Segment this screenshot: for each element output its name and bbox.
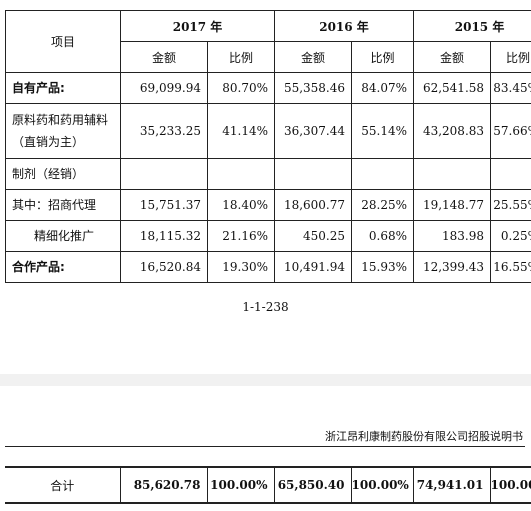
cell-value: 43,208.83 (413, 103, 492, 159)
item-header: 项目 (5, 10, 121, 73)
cell-value (120, 158, 208, 190)
total-value: 100.00% (489, 466, 531, 504)
row-label: 其中：招商代理 (5, 189, 121, 221)
year-header-2015: 2015 年 (413, 10, 531, 42)
cell-value: 0.25% (490, 220, 531, 252)
cell-value (490, 158, 531, 190)
table-row: 精细化推广 18,115.32 21.16% 450.25 0.68% 183.… (5, 220, 531, 252)
cell-value: 15,751.37 (120, 189, 208, 221)
cell-value: 183.98 (413, 220, 492, 252)
total-label: 合计 (5, 466, 121, 504)
table-row: 自有产品: 69,099.94 80.70% 55,358.46 84.07% … (5, 72, 531, 104)
cell-value: 84.07% (351, 72, 415, 104)
cell-value: 450.25 (274, 220, 353, 252)
cell-value: 57.66% (490, 103, 531, 159)
row-label: 精细化推广 (5, 220, 121, 252)
cell-value: 16.55% (490, 251, 531, 283)
cell-value: 62,541.58 (413, 72, 492, 104)
amount-header: 金额 (413, 41, 492, 73)
ratio-header: 比例 (206, 41, 276, 73)
cell-value: 12,399.43 (413, 251, 492, 283)
document-title: 浙江昂利康制药股份有限公司招股说明书 (325, 430, 523, 443)
total-value: 100.00% (206, 466, 275, 504)
total-row: 合计 85,620.78 100.00% 65,850.40 100.00% 7… (5, 466, 531, 504)
cell-value: 55,358.46 (274, 72, 353, 104)
cell-value: 36,307.44 (274, 103, 353, 159)
header-row-sub: 金额 比例 金额 比例 金额 比例 (6, 41, 531, 73)
cell-value: 55.14% (351, 103, 415, 159)
cell-value: 18.40% (206, 189, 276, 221)
row-label: 自有产品: (5, 72, 121, 104)
total-value: 85,620.78 (119, 466, 208, 504)
row-label: 制剂（经销） (5, 158, 121, 190)
cell-value: 19.30% (206, 251, 276, 283)
ratio-header: 比例 (351, 41, 415, 73)
total-table: 合计 85,620.78 100.00% 65,850.40 100.00% 7… (5, 466, 531, 504)
year-header-2017: 2017 年 (119, 10, 276, 42)
cell-value: 69,099.94 (120, 72, 208, 104)
table-row: 原料药和药用辅料（直销为主） 35,233.25 41.14% 36,307.4… (5, 103, 531, 159)
table-row: 合作产品: 16,520.84 19.30% 10,491.94 15.93% … (5, 251, 531, 283)
revenue-table: 项目 2017 年 2016 年 2015 年 金额 比例 金额 比例 金额 比… (5, 10, 531, 283)
cell-value: 15.93% (351, 251, 415, 283)
page-number: 1-1-238 (242, 300, 289, 314)
row-label: 合作产品: (5, 251, 121, 283)
cell-value (351, 158, 415, 190)
cell-value: 28.25% (351, 189, 415, 221)
total-value: 100.00% (350, 466, 414, 504)
cell-value (206, 158, 276, 190)
cell-value: 18,600.77 (274, 189, 353, 221)
cell-value: 41.14% (206, 103, 276, 159)
page-gap (0, 374, 531, 386)
table-row: 其中：招商代理 15,751.37 18.40% 18,600.77 28.25… (5, 189, 531, 221)
year-header-2016: 2016 年 (274, 10, 415, 42)
cell-value: 18,115.32 (120, 220, 208, 252)
cell-value: 21.16% (206, 220, 276, 252)
cell-value (274, 158, 353, 190)
cell-value: 10,491.94 (274, 251, 353, 283)
header-rule (5, 446, 525, 447)
cell-value: 25.55% (490, 189, 531, 221)
cell-value: 80.70% (206, 72, 276, 104)
cell-value: 35,233.25 (120, 103, 208, 159)
total-value: 74,941.01 (412, 466, 491, 504)
row-label: 原料药和药用辅料（直销为主） (5, 103, 121, 159)
table-row: 制剂（经销） (5, 158, 531, 190)
cell-value: 83.45% (490, 72, 531, 104)
header-row-years: 项目 2017 年 2016 年 2015 年 (5, 10, 531, 73)
total-value: 65,850.40 (273, 466, 352, 504)
amount-header: 金额 (120, 41, 208, 73)
cell-value: 19,148.77 (413, 189, 492, 221)
amount-header: 金额 (274, 41, 353, 73)
cell-value: 0.68% (351, 220, 415, 252)
cell-value: 16,520.84 (120, 251, 208, 283)
ratio-header: 比例 (490, 41, 531, 73)
cell-value (413, 158, 492, 190)
